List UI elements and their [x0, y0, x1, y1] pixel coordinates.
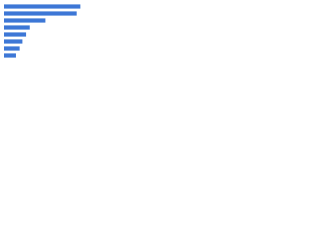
chart — [0, 0, 100, 71]
bar — [4, 39, 23, 44]
bar — [4, 4, 81, 9]
bar — [4, 25, 30, 30]
bar — [4, 53, 16, 58]
bar — [4, 11, 77, 16]
bar — [4, 46, 20, 51]
bar — [4, 32, 27, 37]
bar — [4, 18, 46, 23]
